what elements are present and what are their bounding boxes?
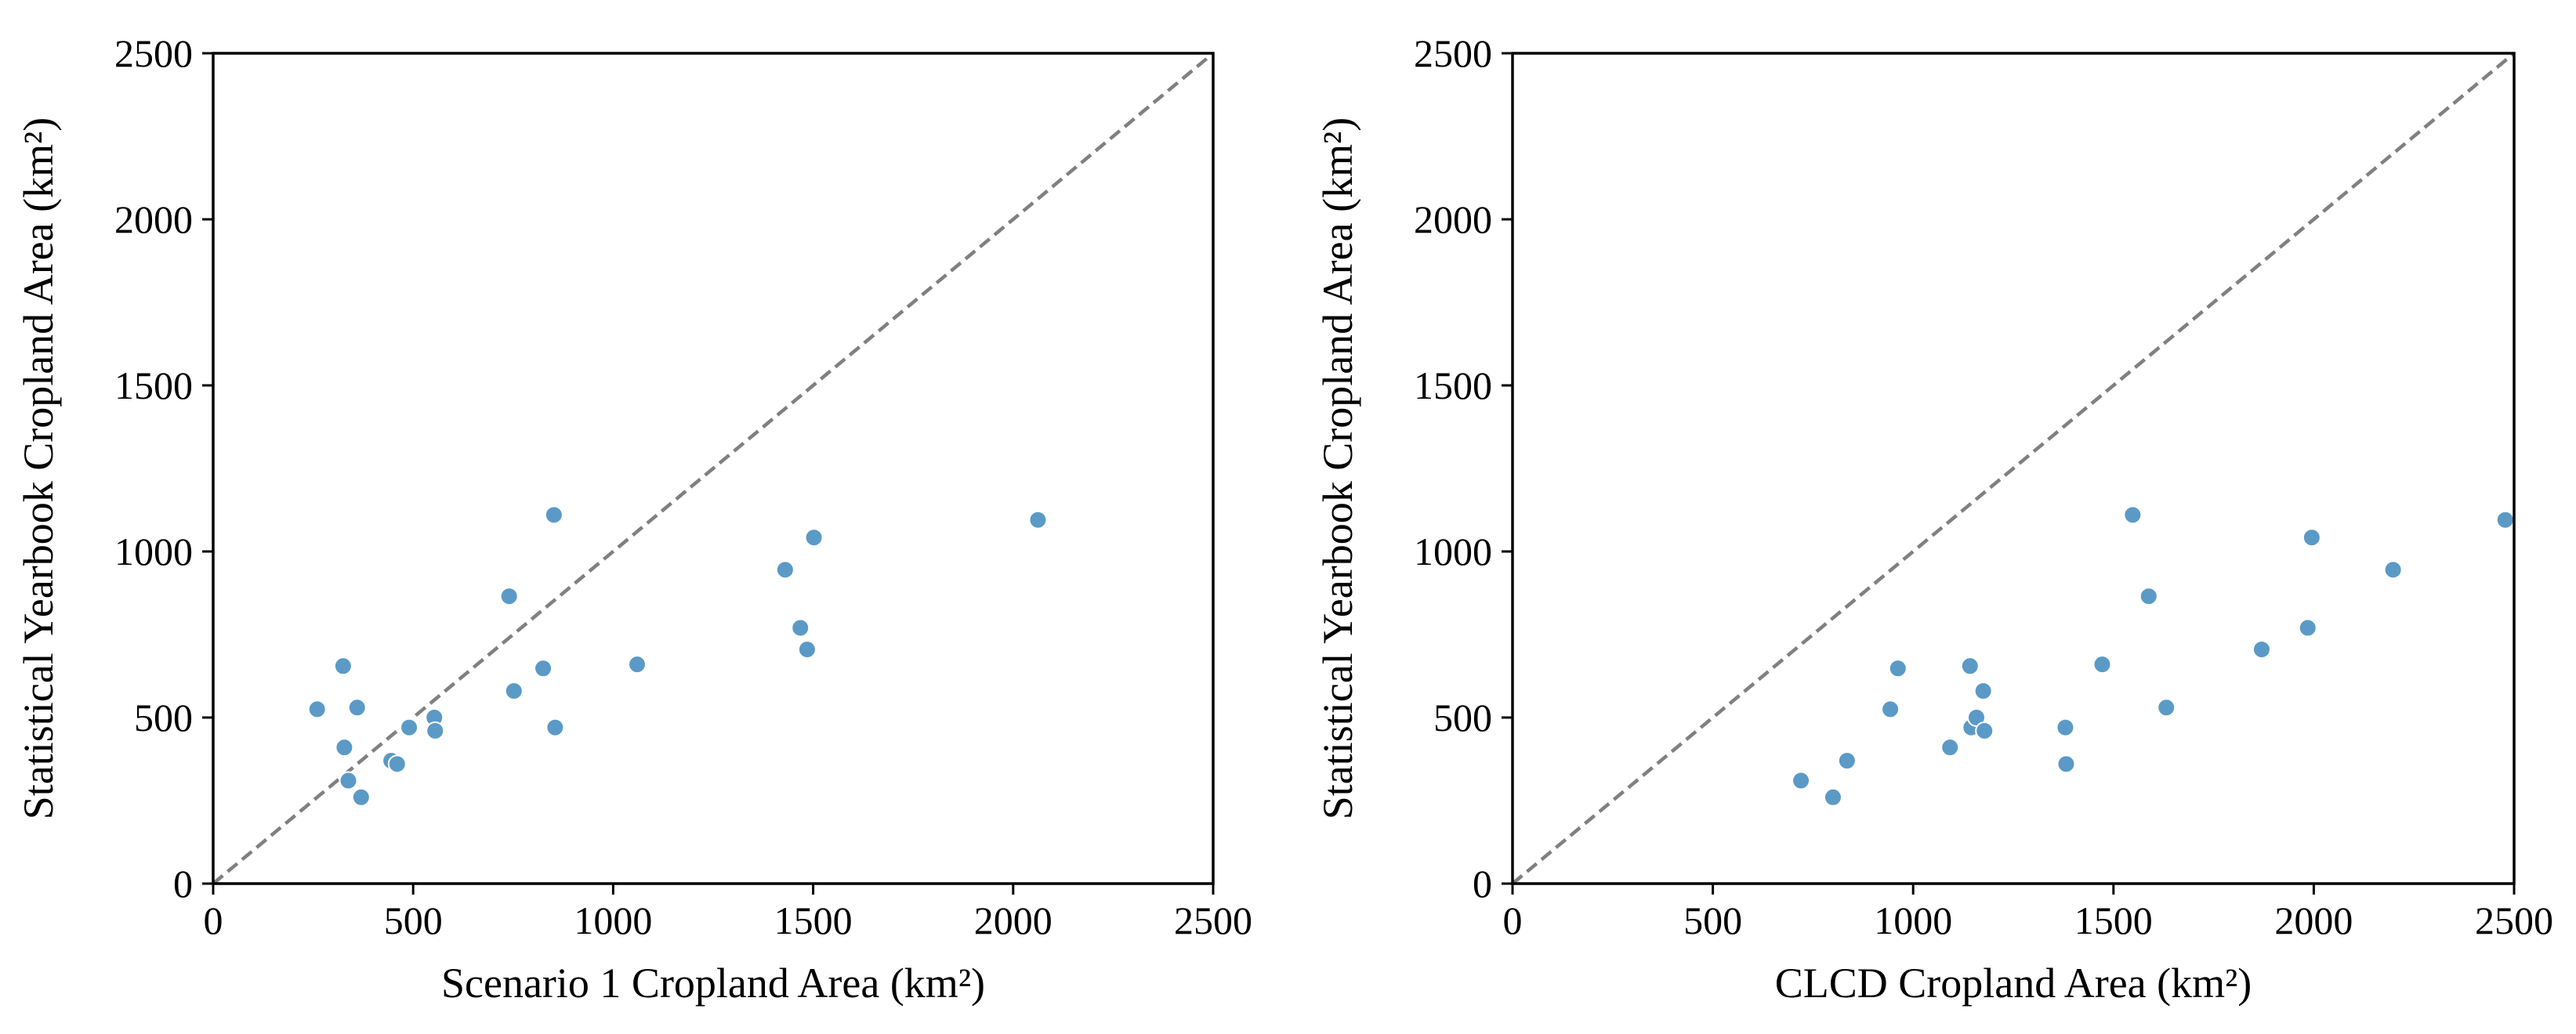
data-point — [1973, 682, 1993, 701]
y-tick-label: 2000 — [1414, 197, 1492, 241]
plot-frame — [1511, 52, 2516, 885]
x-tick-label: 500 — [1683, 898, 1742, 942]
x-tick-label: 1500 — [774, 898, 853, 942]
plot-frame — [212, 52, 1215, 885]
data-point — [2123, 505, 2143, 525]
y-tick-label: 2500 — [114, 31, 193, 75]
data-point — [426, 721, 445, 740]
right-scatter-panel: 0 500 1000 1500 2000 2500 0 500 1000 1500 2000 2500… — [1314, 31, 2553, 1007]
data-point — [797, 640, 817, 660]
x-tick-label: 2500 — [1174, 898, 1252, 942]
data-point — [1837, 751, 1857, 771]
x-tick-label: 1500 — [2074, 898, 2153, 942]
identity-reference-line — [212, 52, 1215, 885]
y-tick-label: 0 — [1473, 862, 1492, 906]
data-point — [2298, 618, 2317, 638]
y-tick-label: 2000 — [114, 197, 193, 241]
x-axis-label: Scenario 1 Cropland Area (km²) — [441, 960, 985, 1007]
data-point — [307, 700, 327, 719]
data-point — [1823, 787, 1842, 807]
data-point — [775, 560, 795, 580]
data-point — [333, 656, 353, 676]
identity-reference-line — [1511, 52, 2516, 885]
data-point — [1792, 771, 1811, 790]
x-tick-label: 2000 — [2274, 898, 2353, 942]
x-tick-label: 1000 — [1874, 898, 1952, 942]
x-tick-label: 2000 — [974, 898, 1053, 942]
y-tick-label: 500 — [1433, 696, 1492, 739]
data-point — [339, 771, 358, 790]
data-point — [791, 618, 810, 638]
data-point — [2092, 655, 2112, 674]
data-point — [351, 787, 371, 807]
data-point — [504, 682, 524, 701]
y-axis-label: Statistical Yearbook Cropland Area (km²) — [1314, 118, 1361, 820]
data-point — [335, 738, 354, 757]
data-point — [347, 698, 367, 718]
x-tick-label: 0 — [204, 898, 223, 942]
y-tick-label: 500 — [134, 696, 193, 739]
data-point — [544, 505, 563, 525]
data-point — [2383, 560, 2403, 580]
data-point — [628, 655, 647, 674]
y-tick-label: 1000 — [114, 530, 193, 573]
y-axis-label: Statistical Yearbook Cropland Area (km²) — [15, 118, 62, 820]
data-point — [2302, 528, 2321, 548]
data-point — [2157, 698, 2176, 718]
data-point — [804, 528, 824, 548]
data-point — [1888, 659, 1908, 678]
data-point — [400, 718, 419, 737]
y-tick-label: 0 — [173, 862, 193, 906]
x-tick-label: 0 — [1503, 898, 1523, 942]
left-scatter-panel: 0 500 1000 1500 2000 2500 0 500 1000 1500 2000 2500… — [15, 31, 1252, 1007]
y-tick-label: 1500 — [1414, 363, 1492, 407]
data-point — [1975, 721, 1994, 740]
data-point — [2252, 640, 2271, 660]
data-point — [2056, 754, 2076, 774]
y-tick-label: 1000 — [1414, 530, 1492, 573]
data-point — [534, 659, 553, 678]
data-point — [2139, 587, 2158, 606]
data-point — [1881, 700, 1900, 719]
data-point — [1028, 510, 1048, 530]
x-tick-label: 2500 — [2475, 898, 2553, 942]
x-tick-label: 1000 — [574, 898, 652, 942]
data-point — [1940, 738, 1960, 757]
x-axis-label: CLCD Cropland Area (km²) — [1775, 960, 2252, 1007]
y-tick-label: 2500 — [1414, 31, 1492, 75]
data-point — [387, 754, 407, 774]
data-point — [2495, 510, 2515, 530]
data-point — [2056, 718, 2075, 737]
data-point — [1960, 656, 1980, 676]
data-point — [545, 718, 565, 737]
y-tick-label: 1500 — [114, 363, 193, 407]
data-point — [499, 587, 519, 606]
x-tick-label: 500 — [384, 898, 443, 942]
